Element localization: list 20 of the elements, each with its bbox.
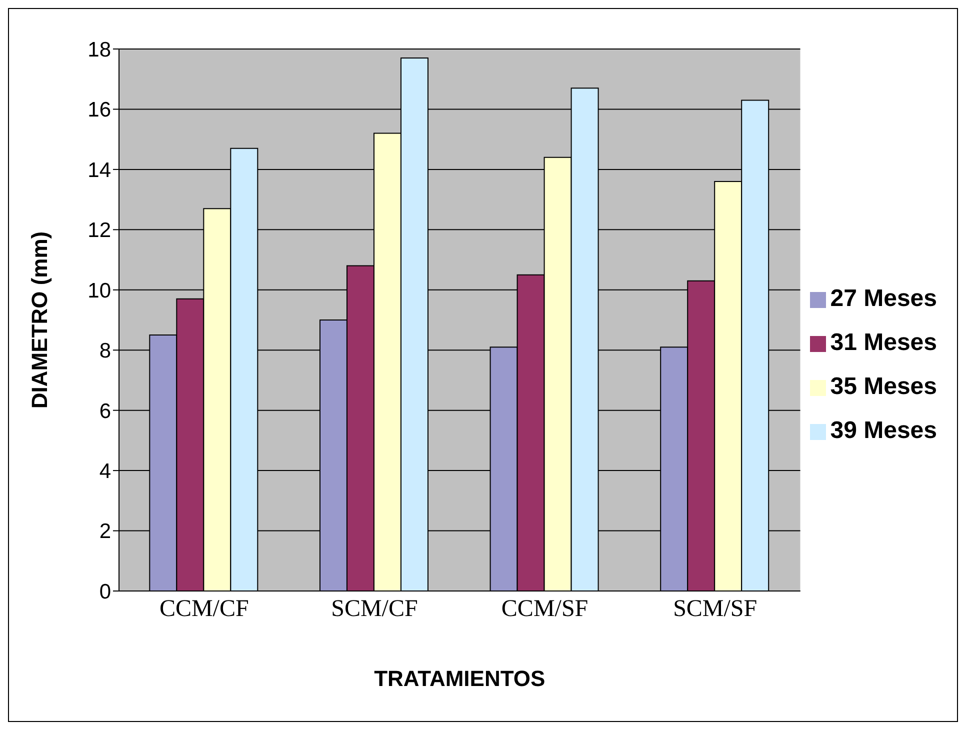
legend-label: 31 Meses <box>830 329 937 356</box>
x-tick-label: CCM/CF <box>159 596 249 622</box>
x-axis-title: TRATAMIENTOS <box>374 666 546 691</box>
y-tick-label: 0 <box>99 580 111 604</box>
y-tick-label: 4 <box>99 460 112 484</box>
y-tick-label: 8 <box>99 340 111 363</box>
legend-label: 35 Meses <box>830 373 937 400</box>
y-tick-label: 6 <box>99 400 111 423</box>
y-tick-label: 18 <box>88 38 111 62</box>
y-axis-title: DIAMETRO (mm) <box>26 231 52 409</box>
legend-label: 27 Meses <box>830 285 937 312</box>
y-tick-label: 2 <box>99 520 111 544</box>
y-tick-label: 12 <box>88 219 111 242</box>
x-tick-label: SCM/SF <box>673 596 758 622</box>
y-tick-label: 16 <box>88 98 111 122</box>
y-tick-label: 10 <box>88 279 111 302</box>
y-tick-label: 14 <box>88 158 112 182</box>
x-tick-label: SCM/CF <box>331 596 418 622</box>
legend-label: 39 Meses <box>830 417 937 444</box>
x-tick-label: CCM/SF <box>501 596 588 622</box>
